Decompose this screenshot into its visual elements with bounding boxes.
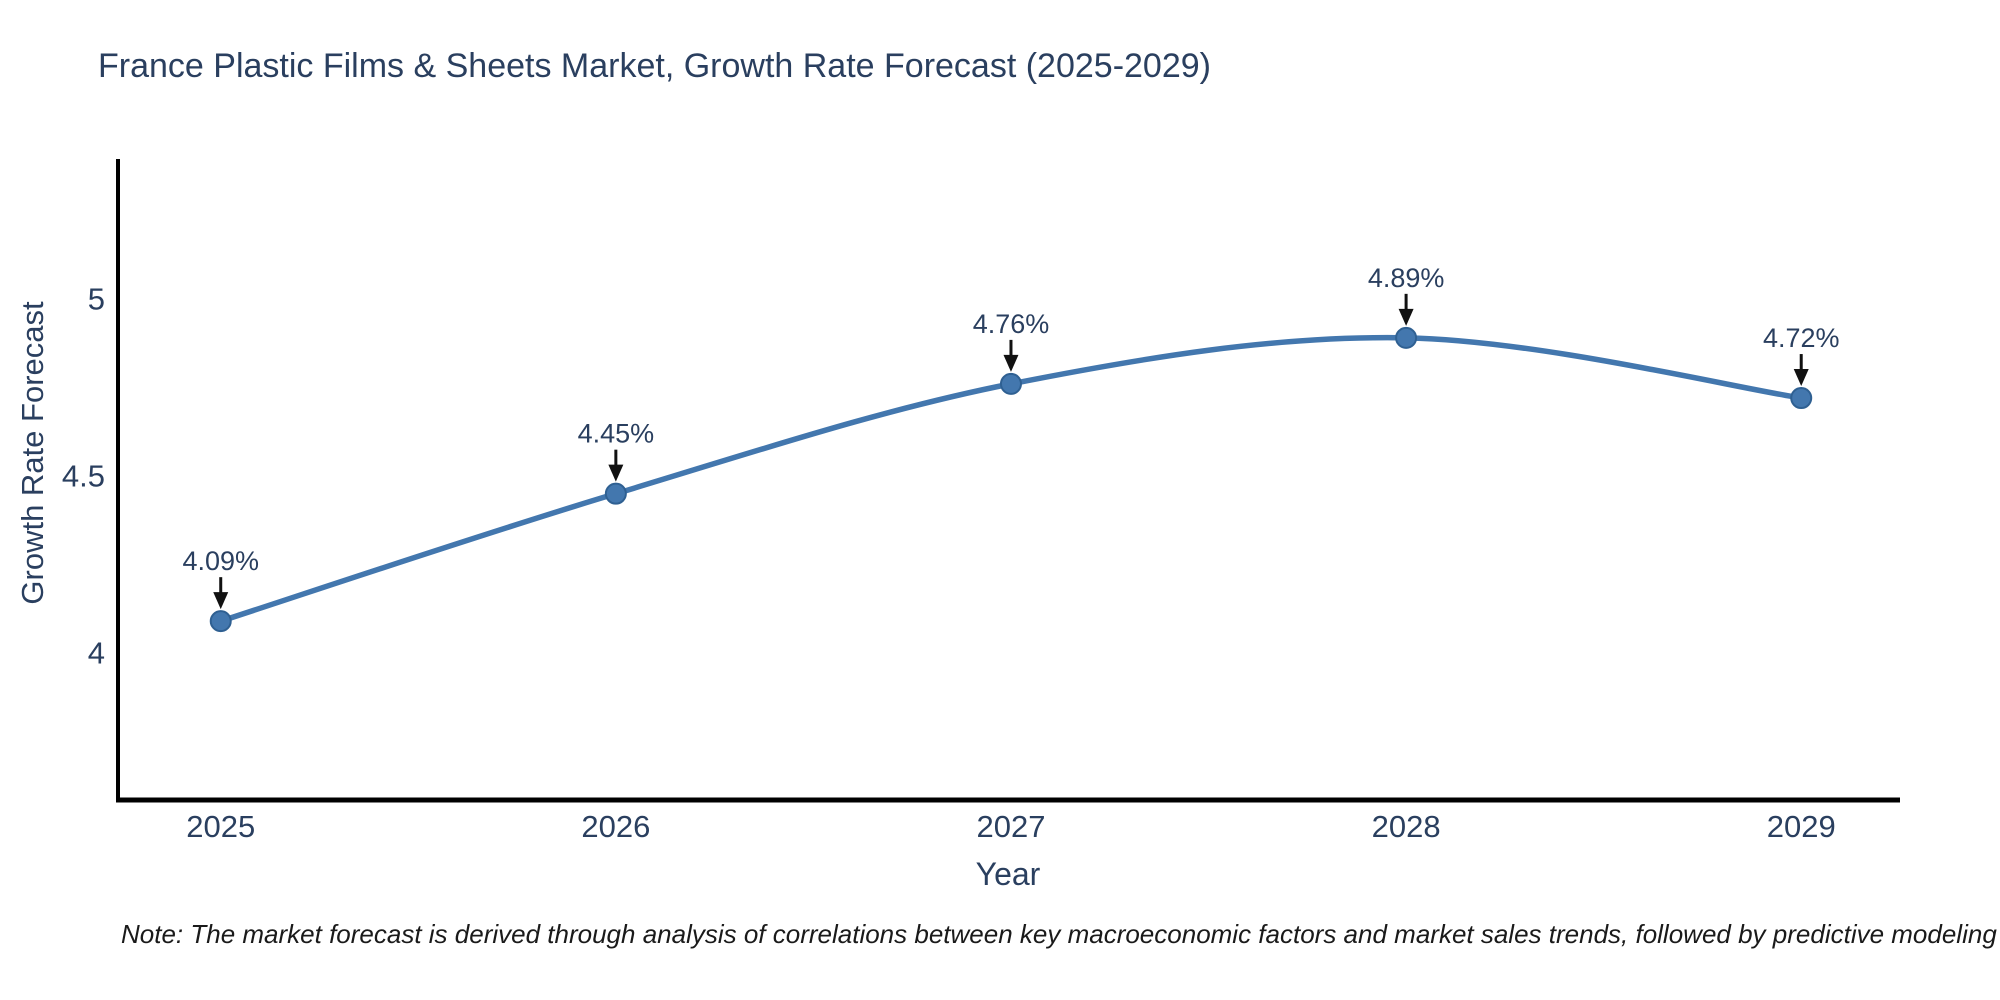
data-point-marker xyxy=(604,482,627,505)
annotation-arrowhead-icon xyxy=(1793,369,1809,387)
y-tick-label: 4 xyxy=(88,636,105,671)
x-tick-label: 2026 xyxy=(581,809,650,844)
data-point-marker xyxy=(1395,326,1418,349)
data-point-label: 4.76% xyxy=(973,309,1050,339)
data-point-label: 4.72% xyxy=(1763,323,1840,353)
data-point-label: 4.45% xyxy=(578,419,655,449)
x-tick-label: 2027 xyxy=(976,809,1045,844)
data-point-marker xyxy=(999,372,1022,395)
data-point-marker xyxy=(1790,387,1813,410)
annotation-arrowhead-icon xyxy=(1003,354,1019,372)
annotation-arrowhead-icon xyxy=(608,464,624,482)
chart-title: France Plastic Films & Sheets Market, Gr… xyxy=(98,47,1211,85)
annotation-arrowhead-icon xyxy=(213,592,229,610)
chart-note: Note: The market forecast is derived thr… xyxy=(121,919,2000,949)
x-tick-label: 2025 xyxy=(186,809,255,844)
y-axis-title: Growth Rate Forecast xyxy=(15,301,50,605)
y-tick-label: 4.5 xyxy=(62,458,105,493)
x-tick-label: 2028 xyxy=(1372,809,1441,844)
data-point-label: 4.89% xyxy=(1368,263,1445,293)
data-point-label: 4.09% xyxy=(182,546,259,576)
x-tick-label: 2029 xyxy=(1767,809,1836,844)
y-tick-label: 5 xyxy=(88,281,105,316)
data-point-marker xyxy=(209,610,232,633)
annotation-arrowhead-icon xyxy=(1398,308,1414,326)
x-axis-title: Year xyxy=(975,856,1041,892)
